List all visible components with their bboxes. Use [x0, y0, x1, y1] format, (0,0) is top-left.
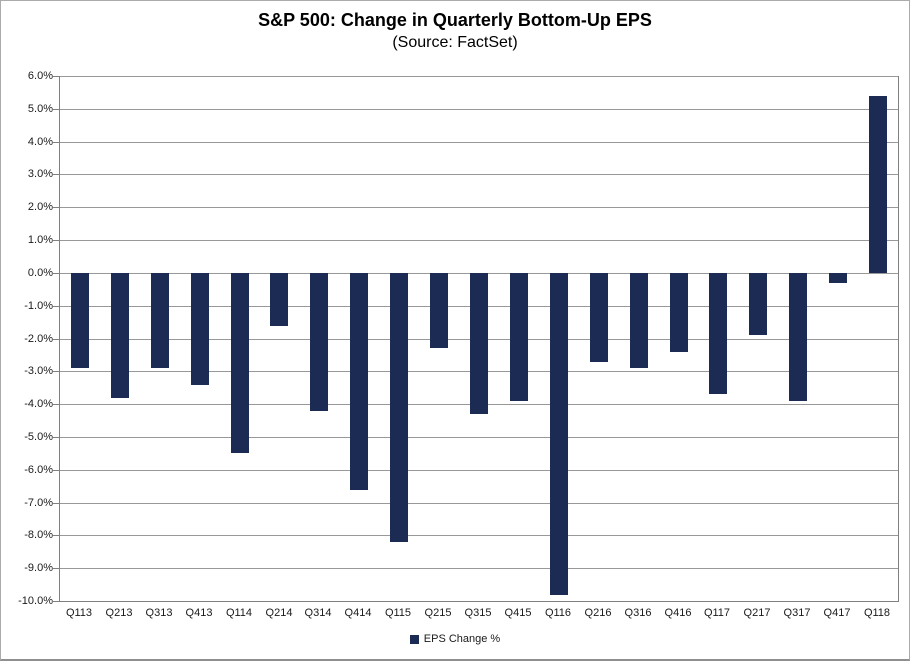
- y-axis-tick: [53, 306, 59, 307]
- x-axis-label: Q117: [703, 607, 731, 619]
- bar-Q416: [670, 273, 688, 352]
- x-axis-label: Q314: [304, 607, 332, 619]
- x-axis-label: Q413: [185, 607, 213, 619]
- y-axis-tick: [53, 240, 59, 241]
- bar-Q116: [550, 273, 568, 595]
- bar-Q117: [709, 273, 727, 394]
- y-axis-tick: [53, 109, 59, 110]
- x-axis-label: Q217: [743, 607, 771, 619]
- y-axis-tick-label: 4.0%: [27, 136, 53, 148]
- y-axis-tick-label: 0.0%: [27, 267, 53, 279]
- y-axis-tick-label: -7.0%: [24, 497, 53, 509]
- y-axis-tick: [53, 339, 59, 340]
- x-axis-label: Q417: [823, 607, 851, 619]
- y-axis-tick: [53, 371, 59, 372]
- x-axis-label: Q317: [783, 607, 811, 619]
- bar-Q114: [231, 273, 249, 453]
- bar-Q415: [510, 273, 528, 401]
- y-axis-tick: [53, 273, 59, 274]
- gridline: [60, 437, 898, 438]
- y-axis-tick-label: 5.0%: [27, 103, 53, 115]
- plot-area: [53, 76, 899, 602]
- y-axis-tick-label: -2.0%: [24, 333, 53, 345]
- bar-Q316: [630, 273, 648, 368]
- x-axis-label: Q113: [65, 607, 93, 619]
- y-axis-tick-label: -3.0%: [24, 365, 53, 377]
- y-axis-tick: [53, 470, 59, 471]
- y-axis-tick: [53, 207, 59, 208]
- bar-Q315: [470, 273, 488, 414]
- x-axis-label: Q415: [504, 607, 532, 619]
- y-axis-tick-label: 2.0%: [27, 201, 53, 213]
- gridline: [60, 76, 898, 77]
- x-axis-label: Q313: [145, 607, 173, 619]
- chart-subtitle: (Source: FactSet): [392, 34, 518, 51]
- bar-Q313: [151, 273, 169, 368]
- gridline: [60, 142, 898, 143]
- x-axis-label: Q118: [863, 607, 891, 619]
- gridline: [60, 503, 898, 504]
- x-axis-label: Q416: [664, 607, 692, 619]
- legend-swatch-icon: [409, 634, 419, 644]
- x-axis-label: Q216: [584, 607, 612, 619]
- x-axis-label: Q215: [424, 607, 452, 619]
- y-axis-tick-label: 1.0%: [27, 234, 53, 246]
- y-axis-tick-label: -6.0%: [24, 464, 53, 476]
- bar-Q118: [869, 96, 887, 273]
- bar-Q414: [350, 273, 368, 490]
- y-axis-tick-label: 3.0%: [27, 168, 53, 180]
- gridline: [60, 109, 898, 110]
- bar-Q417: [829, 273, 847, 283]
- y-axis-tick-label: -1.0%: [24, 300, 53, 312]
- y-axis-tick-label: -10.0%: [18, 595, 53, 607]
- bar-Q214: [270, 273, 288, 326]
- gridline: [60, 240, 898, 241]
- gridline: [60, 535, 898, 536]
- bar-Q113: [71, 273, 89, 368]
- legend-label: EPS Change %: [423, 633, 501, 645]
- x-axis-label: Q213: [105, 607, 133, 619]
- y-axis-tick-label: -9.0%: [24, 562, 53, 574]
- y-axis-tick-label: -5.0%: [24, 431, 53, 443]
- y-axis-tick: [53, 404, 59, 405]
- bar-Q216: [590, 273, 608, 362]
- y-axis-tick: [53, 76, 59, 77]
- x-axis-label: Q116: [544, 607, 572, 619]
- bar-Q217: [749, 273, 767, 335]
- y-axis-tick: [53, 568, 59, 569]
- y-axis-tick-label: 6.0%: [27, 70, 53, 82]
- x-axis-label: Q414: [344, 607, 372, 619]
- y-axis-tick: [53, 174, 59, 175]
- y-axis-tick-label: -8.0%: [24, 529, 53, 541]
- y-axis-tick: [53, 437, 59, 438]
- gridline: [60, 568, 898, 569]
- y-axis-tick-label: -4.0%: [24, 398, 53, 410]
- gridline: [60, 174, 898, 175]
- bar-Q213: [111, 273, 129, 398]
- bar-Q115: [390, 273, 408, 542]
- y-axis-tick: [53, 503, 59, 504]
- x-axis-label: Q114: [225, 607, 253, 619]
- bar-Q413: [191, 273, 209, 385]
- bar-Q314: [310, 273, 328, 411]
- gridline: [60, 207, 898, 208]
- y-axis-tick: [53, 535, 59, 536]
- legend: EPS Change %: [1, 633, 909, 645]
- gridline: [60, 470, 898, 471]
- bar-Q317: [789, 273, 807, 401]
- bar-Q215: [430, 273, 448, 348]
- y-axis-tick: [53, 142, 59, 143]
- x-axis-label: Q115: [384, 607, 412, 619]
- y-axis-tick: [53, 601, 59, 602]
- x-axis-label: Q316: [624, 607, 652, 619]
- x-axis-label: Q315: [464, 607, 492, 619]
- x-axis-label: Q214: [265, 607, 293, 619]
- chart-title: S&P 500: Change in Quarterly Bottom-Up E…: [258, 10, 652, 30]
